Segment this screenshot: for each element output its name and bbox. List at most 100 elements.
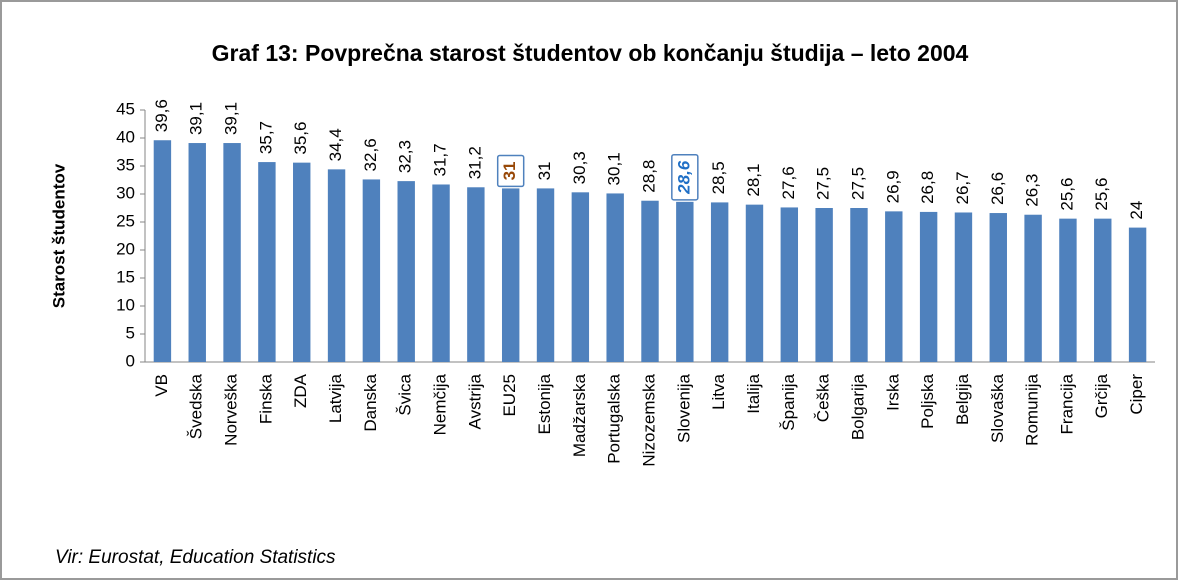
- bar: [815, 208, 833, 362]
- x-tick-label: Belgija: [953, 373, 972, 425]
- value-label: 30,3: [570, 151, 589, 184]
- bar: [501, 188, 520, 362]
- value-label: 32,6: [361, 138, 380, 171]
- source-note: Vir: Eurostat, Education Statistics: [55, 547, 336, 568]
- x-tick-label: Madžarska: [570, 373, 589, 457]
- bar: [641, 200, 659, 362]
- bar: [258, 162, 276, 362]
- x-tick-label: Poljska: [918, 373, 937, 428]
- y-tick-label: 30: [116, 183, 135, 202]
- value-label: 35,7: [256, 121, 275, 154]
- bar: [606, 193, 624, 362]
- y-tick-label: 25: [116, 211, 135, 230]
- x-tick-label: Finska: [256, 373, 275, 424]
- x-tick-label: Švica: [396, 373, 415, 415]
- bar: [745, 204, 764, 362]
- x-tick-label: Romunija: [1023, 373, 1042, 445]
- value-label: 28,8: [639, 160, 658, 193]
- x-tick-label: Irska: [883, 373, 902, 410]
- bar: [188, 143, 206, 362]
- value-label: 34,4: [326, 128, 345, 161]
- y-tick-label: 20: [116, 239, 135, 258]
- highlight-box: [496, 154, 525, 188]
- x-tick-label: VB: [152, 374, 171, 397]
- value-label: 26,3: [1023, 174, 1042, 207]
- value-label: 31,2: [465, 146, 484, 179]
- bar: [710, 202, 729, 362]
- value-label: 31: [500, 161, 519, 180]
- chart-title: Graf 13: Povprečna starost študentov ob …: [212, 40, 969, 66]
- bar: [223, 143, 241, 362]
- x-tick-label: Litva: [709, 373, 728, 409]
- value-label: 28,5: [709, 161, 728, 194]
- x-tick-label: Nizozemska: [639, 373, 658, 466]
- bar: [293, 162, 311, 362]
- value-label: 26,8: [918, 171, 937, 204]
- x-tick-label: Avstrija: [465, 373, 484, 429]
- value-label: 25,6: [1057, 178, 1076, 211]
- value-label: 39,1: [222, 102, 241, 135]
- value-label: 25,6: [1092, 178, 1111, 211]
- value-label: 27,6: [779, 166, 798, 199]
- value-label: 27,5: [848, 167, 867, 200]
- bar: [676, 201, 694, 362]
- x-tick-label: Italija: [744, 373, 763, 413]
- y-axis-title: Starost študentov: [49, 163, 68, 308]
- bar: [397, 181, 415, 362]
- x-tick-label: Portugalska: [605, 373, 624, 463]
- x-tick-label: Grčija: [1092, 373, 1111, 418]
- bar: [467, 187, 485, 362]
- y-tick-label: 45: [116, 99, 135, 118]
- bar: [850, 208, 868, 362]
- bar: [153, 140, 172, 362]
- bar: [919, 211, 938, 362]
- value-label: 32,3: [396, 140, 415, 173]
- value-label: 26,6: [988, 172, 1007, 205]
- value-label: 39,6: [152, 99, 171, 132]
- value-label: 24: [1127, 201, 1146, 220]
- x-tick-label: Danska: [361, 373, 380, 431]
- y-tick-label: 15: [116, 267, 135, 286]
- y-tick-label: 0: [126, 351, 135, 370]
- value-label: 27,5: [814, 167, 833, 200]
- value-label: 31: [535, 161, 554, 180]
- bar: [1128, 227, 1147, 362]
- x-tick-label: Estonija: [535, 373, 554, 434]
- x-tick-label: Norveška: [222, 373, 241, 445]
- x-tick-label: EU25: [500, 374, 519, 417]
- x-tick-label: Španija: [779, 373, 798, 430]
- x-tick-label: Bolgarija: [848, 373, 867, 440]
- value-label: 31,7: [431, 143, 450, 176]
- x-tick-label: ZDA: [291, 373, 310, 408]
- y-tick-label: 5: [126, 323, 135, 342]
- bar: [954, 212, 973, 362]
- x-tick-label: Slovenija: [674, 373, 693, 443]
- value-label: 39,1: [187, 102, 206, 135]
- value-label: 35,6: [291, 122, 310, 155]
- bar: [1059, 218, 1077, 362]
- value-label: 30,1: [605, 152, 624, 185]
- value-label: 28,1: [744, 164, 763, 197]
- bar: [1094, 218, 1112, 362]
- bar: [362, 179, 381, 362]
- x-tick-label: Slovaška: [988, 373, 1007, 443]
- y-tick-label: 10: [116, 295, 135, 314]
- value-label: 26,9: [883, 170, 902, 203]
- y-tick-label: 40: [116, 127, 135, 146]
- x-tick-label: Ciper: [1127, 374, 1146, 415]
- x-tick-label: Francija: [1057, 373, 1076, 434]
- bar: [432, 184, 450, 362]
- bar: [989, 213, 1007, 362]
- x-tick-label: Nemčija: [431, 373, 450, 435]
- highlight-box: [671, 153, 699, 201]
- bar: [571, 192, 590, 362]
- value-label: 26,7: [953, 171, 972, 204]
- x-tick-label: Švedska: [187, 373, 206, 439]
- x-tick-label: Latvija: [326, 373, 345, 423]
- x-tick-label: Češka: [814, 373, 833, 422]
- bar: [885, 211, 903, 362]
- bar: [327, 169, 346, 362]
- y-tick-label: 35: [116, 155, 135, 174]
- bar: [536, 188, 555, 362]
